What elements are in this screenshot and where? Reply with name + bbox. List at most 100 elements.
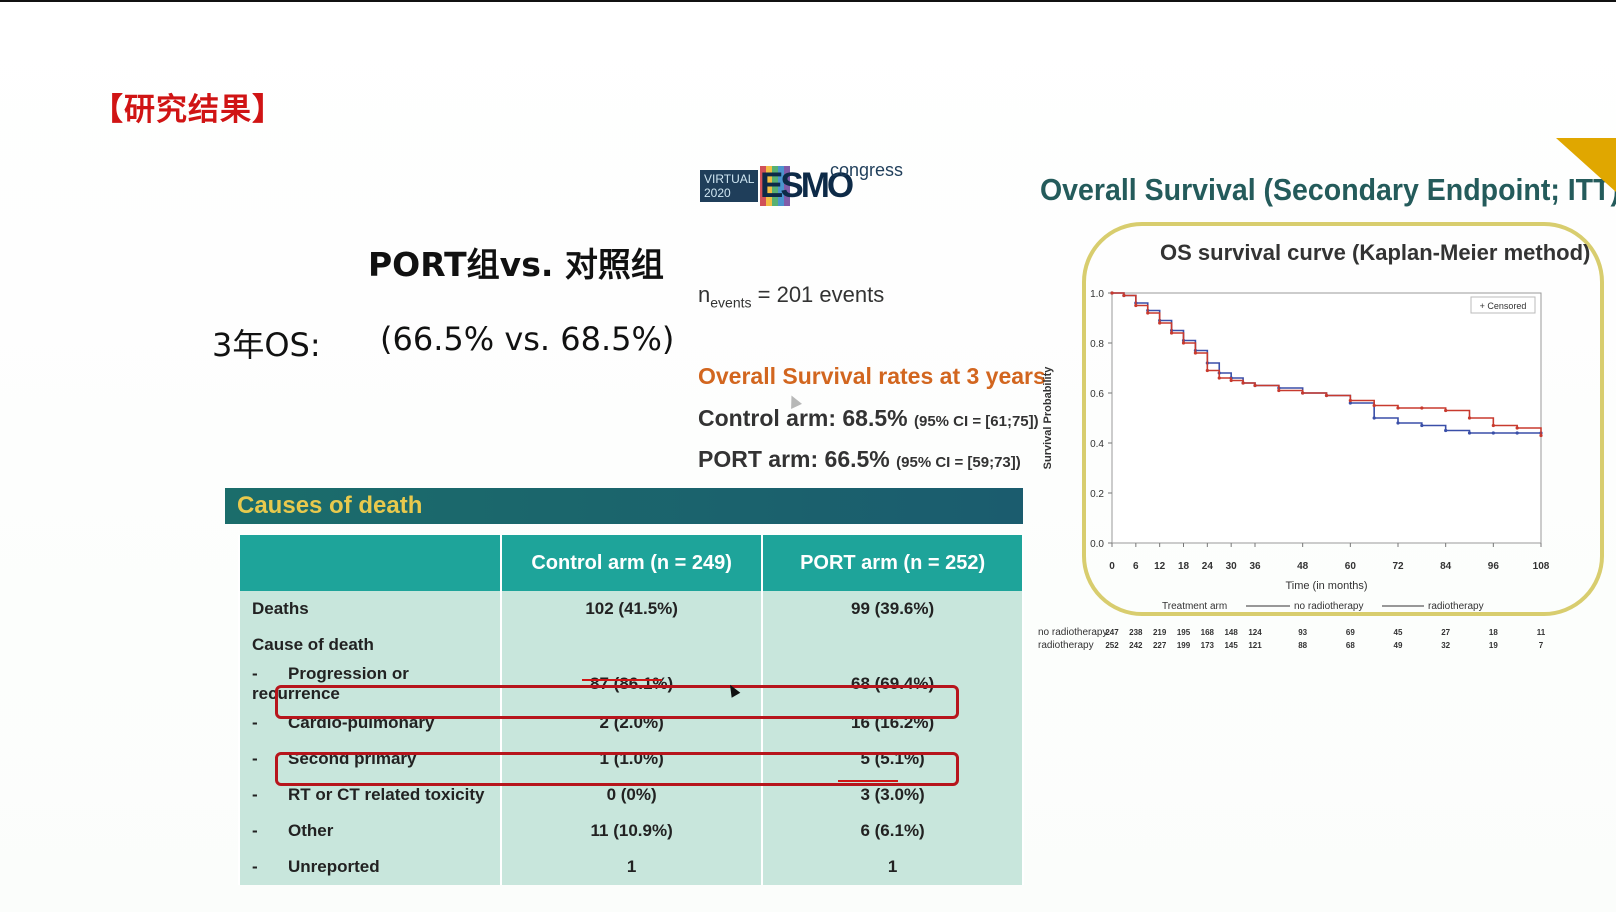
- risk-value: 247: [1105, 628, 1119, 637]
- row-control-value: 1: [500, 849, 764, 885]
- series-point: [1396, 406, 1400, 410]
- risk-value: 242: [1129, 641, 1143, 650]
- highlight-toxicity: [275, 752, 959, 786]
- col-header-port: PORT arm (n = 252): [761, 535, 1024, 591]
- x-tick-label: 6: [1133, 561, 1139, 572]
- row-port-value: 16 (16.2%): [761, 705, 1024, 741]
- risk-row-label: no radiotherapy: [1038, 627, 1108, 638]
- series-point: [1444, 428, 1448, 433]
- series-point: [1396, 421, 1400, 425]
- series-point: [1324, 393, 1329, 398]
- table-row: Cause of death: [237, 627, 1024, 663]
- y-tick-label: 0.8: [1090, 339, 1104, 350]
- series-point: [1420, 406, 1424, 410]
- series-point: [1539, 433, 1543, 438]
- control-rate-ci: (95% CI = [61;75]): [914, 413, 1039, 430]
- events-prefix: n: [698, 282, 711, 307]
- series-point: [1181, 341, 1186, 345]
- os-3yr-label: 3年OS:: [212, 326, 321, 364]
- risk-value: 7: [1539, 641, 1544, 650]
- y-axis-label: Survival Probability: [1042, 366, 1054, 470]
- risk-value: 45: [1394, 628, 1403, 637]
- port-rate: PORT arm: 66.5% (95% CI = [59;73]): [698, 446, 1021, 473]
- x-tick-label: 12: [1154, 561, 1166, 572]
- x-tick-label: 30: [1226, 561, 1238, 572]
- os-3yr-row: 3年OS: (66.5% vs. 68.5%): [212, 320, 674, 366]
- row-label-cell: - Second primary: [237, 741, 503, 777]
- series-point: [1193, 351, 1198, 355]
- risk-value: 252: [1105, 641, 1119, 650]
- row-dash: -: [252, 821, 258, 840]
- row-dash: -: [252, 857, 258, 876]
- x-tick-label: 96: [1488, 561, 1500, 572]
- row-label-cell: - Progression or recurrence: [237, 663, 503, 705]
- col-header-empty: [237, 535, 503, 591]
- risk-value: 93: [1298, 628, 1307, 637]
- risk-value: 173: [1201, 641, 1215, 650]
- row-label: Deaths: [252, 599, 309, 618]
- row-port-value: [761, 627, 1024, 663]
- risk-value: 49: [1394, 641, 1403, 650]
- virtual-badge: VIRTUAL 2020: [700, 170, 758, 202]
- os-3yr-value: (66.5% vs. 68.5%): [380, 320, 675, 358]
- series-point: [1169, 331, 1174, 335]
- row-port-value: 99 (39.6%): [761, 591, 1024, 627]
- port-rate-ci: (95% CI = [59;73]): [896, 454, 1021, 471]
- table-row: - Unreported 1 1: [237, 849, 1024, 885]
- series-point: [1158, 321, 1162, 325]
- x-tick-label: 18: [1178, 561, 1190, 572]
- series-point: [1277, 388, 1281, 393]
- series-point: [1444, 408, 1448, 413]
- series-point: [1229, 378, 1233, 383]
- row-control-value: 1 (1.0%): [500, 741, 764, 777]
- causes-of-death-card: Causes of death Control arm (n = 249) PO…: [225, 488, 1024, 885]
- series-point: [1491, 423, 1495, 428]
- series-point: [1420, 423, 1424, 428]
- col-header-control: Control arm (n = 249): [500, 535, 764, 591]
- x-tick-label: 108: [1533, 561, 1550, 572]
- row-control-value: 87 (86.1%): [500, 663, 764, 705]
- risk-value: 148: [1224, 628, 1238, 637]
- causes-of-death-header: Causes of death: [225, 488, 1023, 524]
- section-title: 【研究结果】: [92, 92, 284, 128]
- table-row: Deaths 102 (41.5%) 99 (39.6%): [237, 591, 1024, 627]
- x-tick-label: 48: [1297, 561, 1309, 572]
- risk-value: 168: [1201, 628, 1215, 637]
- series-point: [1110, 291, 1114, 295]
- risk-value: 88: [1298, 641, 1307, 650]
- row-control-value: 11 (10.9%): [500, 813, 764, 849]
- table-row: - Other 11 (10.9%) 6 (6.1%): [237, 813, 1024, 849]
- row-control-value: 2 (2.0%): [500, 705, 764, 741]
- row-label: RT or CT related toxicity: [288, 785, 485, 804]
- series-point: [1515, 426, 1519, 430]
- risk-value: 69: [1346, 628, 1355, 637]
- series-point: [1372, 403, 1376, 408]
- legend-title: Treatment arm: [1162, 601, 1227, 612]
- risk-value: 124: [1248, 628, 1262, 637]
- comparison-title: PORT组vs. 对照组: [368, 245, 664, 284]
- y-tick-label: 1.0: [1090, 289, 1104, 300]
- x-tick-label: 84: [1440, 561, 1452, 572]
- top-border: [0, 0, 1616, 2]
- underline-toxicity: [838, 780, 898, 782]
- series-point: [1348, 401, 1352, 405]
- risk-value: 68: [1346, 641, 1355, 650]
- risk-value: 199: [1177, 641, 1191, 650]
- row-port-value: 1: [761, 849, 1024, 885]
- risk-value: 27: [1441, 628, 1450, 637]
- row-dash: -: [252, 785, 258, 804]
- y-tick-label: 0.0: [1090, 539, 1104, 550]
- row-control-value: [500, 627, 764, 663]
- row-port-value: 5 (5.1%): [761, 741, 1024, 777]
- risk-value: 32: [1441, 641, 1450, 650]
- series-point: [1372, 416, 1376, 420]
- series-point: [1134, 303, 1138, 308]
- km-chart: 0.0 0.2 0.4 0.6 0.8 1.0 0 6 12 18 24 30 36 48 60 72 84 96…: [1038, 289, 1550, 651]
- risk-value: 18: [1489, 628, 1498, 637]
- esmo-brand: ESMO: [760, 166, 854, 206]
- table-row: - Progression or recurrence 87 (86.1%) 68 (…: [237, 663, 1024, 705]
- port-rate-main: PORT arm: 66.5%: [698, 446, 890, 472]
- series-point: [1122, 293, 1126, 298]
- y-tick-label: 0.4: [1090, 439, 1104, 450]
- esmo-congress-text: congress: [830, 160, 904, 180]
